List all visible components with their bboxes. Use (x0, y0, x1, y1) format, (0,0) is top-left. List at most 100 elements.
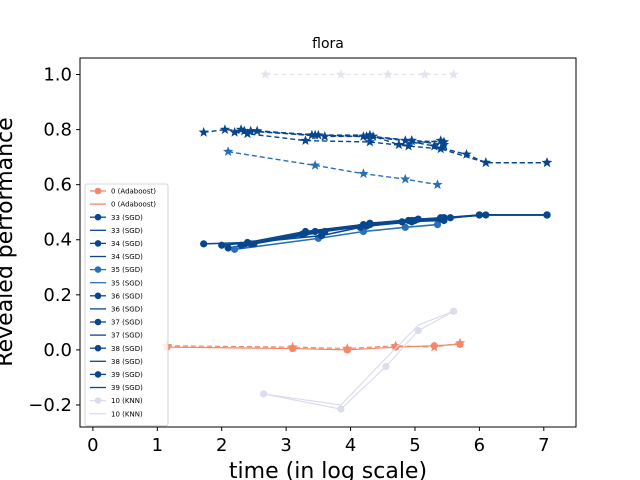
data-point (245, 125, 256, 136)
legend-entry: 36 (SGD) (90, 292, 143, 300)
legend-label: 10 (KNN) (111, 410, 143, 418)
legend-swatch-marker (94, 292, 102, 300)
data-point (337, 405, 345, 413)
data-point (543, 211, 551, 219)
data-point (480, 157, 491, 168)
data-point (252, 125, 263, 136)
data-point (414, 327, 422, 335)
data-point (235, 124, 247, 134)
data-point (237, 241, 245, 249)
legend-swatch-marker (94, 240, 102, 247)
data-point (229, 126, 240, 137)
y-tick-label: 0.6 (43, 175, 72, 196)
data-point (335, 69, 347, 79)
axes-frame (79, 57, 577, 428)
legend-label: 38 (SGD) (111, 345, 143, 353)
y-tick-label: 0.8 (43, 120, 72, 141)
series-line-3 (263, 310, 454, 406)
legend-entry: 0 (Adaboost) (90, 201, 156, 209)
legend-entry: 36 (SGD) (90, 306, 143, 314)
legend-entry: 38 (SGD) (90, 358, 143, 366)
data-point (432, 179, 443, 190)
legend-entry: 39 (SGD) (90, 371, 143, 379)
data-point (541, 157, 553, 168)
series-line-13 (234, 131, 548, 164)
data-point (242, 128, 253, 139)
data-point (309, 160, 321, 170)
series-16 (245, 125, 450, 150)
data-point (321, 227, 329, 236)
legend-label: 33 (SGD) (111, 214, 143, 222)
legend-entry: 34 (SGD) (90, 240, 143, 248)
legend-label: 0 (Adaboost) (111, 201, 156, 209)
legend-label: 10 (KNN) (111, 397, 143, 405)
series-line-1 (166, 342, 461, 350)
y-tick-label: 1.0 (43, 65, 72, 86)
data-point (406, 135, 417, 145)
data-point (400, 173, 411, 184)
x-tick-label: 5 (409, 435, 420, 456)
data-point (482, 211, 490, 219)
legend-label: 34 (SGD) (111, 253, 143, 261)
legend-entry: 33 (SGD) (90, 227, 143, 235)
x-tick-label: 6 (474, 435, 485, 456)
data-point (287, 341, 298, 352)
legend-label: 36 (SGD) (111, 306, 143, 314)
legend-label: 33 (SGD) (111, 227, 143, 235)
data-point (382, 69, 394, 79)
legend-swatch-marker (94, 187, 102, 195)
legend-entry: 33 (SGD) (90, 214, 143, 222)
legend-entry: 39 (SGD) (90, 384, 143, 392)
legend-swatch-marker (94, 371, 102, 378)
data-point (198, 126, 209, 137)
legend-swatch-marker (94, 213, 102, 221)
series-13 (229, 126, 553, 168)
legend-entry: 34 (SGD) (90, 253, 143, 261)
x-tick-label: 4 (345, 435, 356, 456)
data-point (319, 131, 330, 141)
legend-label: 37 (SGD) (111, 319, 143, 327)
data-point (364, 129, 376, 140)
legend-label: 37 (SGD) (111, 332, 143, 340)
legend: 0 (Adaboost) 0 (Adaboost) 33 (SGD) 33 (SGD)… (84, 183, 169, 427)
legend-entry: 35 (SGD) (90, 279, 143, 287)
data-point (390, 340, 401, 351)
series-4 (260, 69, 459, 79)
legend-box (84, 183, 169, 427)
legend-swatch-marker (94, 266, 102, 273)
data-point (429, 140, 440, 151)
legend-label: 0 (Adaboost) (111, 188, 156, 196)
data-point (300, 135, 311, 145)
series-17 (252, 125, 446, 150)
y-tick-label: −0.2 (28, 395, 72, 416)
data-point (435, 135, 446, 145)
data-point (200, 240, 208, 248)
data-point (401, 223, 409, 231)
data-point (224, 244, 232, 252)
legend-swatch-marker (94, 318, 102, 326)
legend-entry: 10 (KNN) (90, 410, 143, 418)
legend-label: 34 (SGD) (111, 240, 143, 248)
y-axis-label: Revealed performance (0, 117, 18, 366)
x-tick-label: 1 (152, 435, 163, 456)
legend-label: 39 (SGD) (111, 384, 143, 392)
data-point (393, 139, 404, 150)
legend-label: 39 (SGD) (111, 371, 143, 379)
data-point (403, 140, 414, 151)
data-point (230, 245, 239, 253)
legend-label: 36 (SGD) (111, 292, 143, 300)
y-tick-label: 0.0 (43, 340, 72, 361)
data-point (250, 240, 258, 248)
series-11 (250, 211, 551, 248)
data-point (414, 215, 422, 223)
data-point (419, 69, 430, 79)
y-tick-label: 0.4 (43, 230, 72, 251)
series-3 (263, 310, 454, 406)
data-point (448, 69, 459, 79)
x-tick-label: 7 (538, 435, 549, 456)
data-point (438, 139, 450, 150)
x-axis-label: time (in log scale) (229, 459, 427, 480)
data-point (382, 362, 390, 371)
data-point (313, 129, 324, 140)
